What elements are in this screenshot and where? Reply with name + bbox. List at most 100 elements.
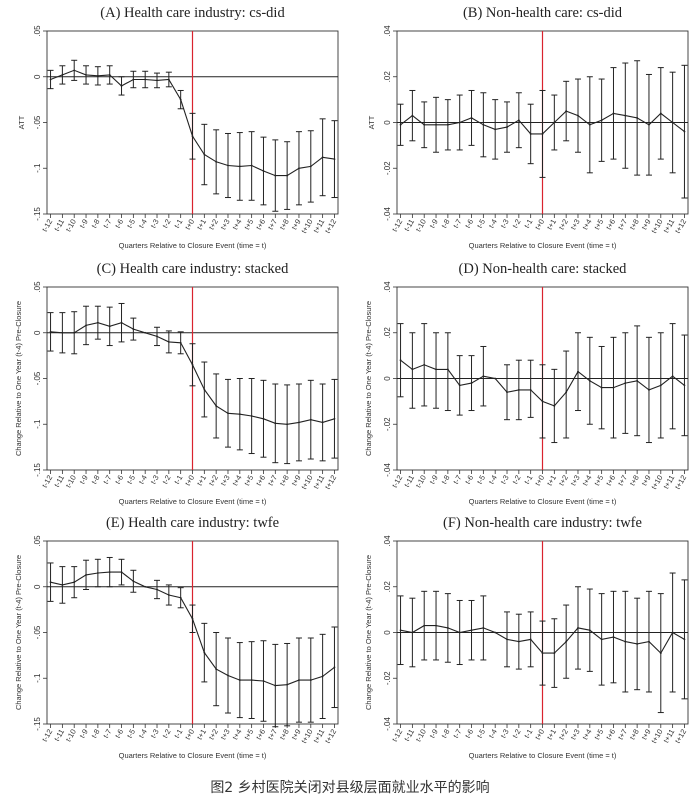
x-tick-label: t-9 [78, 474, 90, 486]
y-tick-label: -.1 [33, 419, 42, 429]
data-point [250, 679, 253, 681]
x-tick-label: t+12 [323, 474, 338, 491]
data-point [191, 363, 194, 366]
panel-b: (B) Non-health care: cs-did .04 .02 0 -.02 -.… [367, 5, 689, 250]
data-point [600, 119, 603, 122]
x-tick-label: t+0 [183, 728, 196, 742]
x-tick-label: t+10 [299, 218, 314, 235]
data-point [683, 130, 686, 133]
x-tick-label: t+4 [580, 474, 593, 488]
y-tick-label: .02 [383, 581, 392, 593]
y-tick-label: -.05 [33, 371, 42, 385]
x-tick-label: t-2 [510, 728, 522, 740]
x-tick-label: t+8 [628, 728, 641, 742]
data-point [541, 133, 544, 135]
panel-title: (A) Health care industry: cs-did [100, 5, 285, 21]
x-tick-label: t+12 [323, 218, 338, 235]
x-tick-label: t+0 [183, 474, 196, 488]
x-tick-label: t-3 [149, 474, 161, 486]
x-tick-label: t+1 [195, 218, 208, 232]
x-tick-label: t+7 [616, 218, 629, 232]
x-tick-label: t-12 [390, 728, 404, 744]
x-tick-label: t-8 [439, 474, 451, 486]
x-tick-label: t-11 [402, 474, 416, 489]
data-point [482, 627, 485, 629]
y-tick-label: -.1 [33, 673, 42, 683]
y-tick-label: 0 [33, 330, 42, 335]
y-tick-label: -.02 [383, 671, 392, 685]
data-point [636, 117, 639, 119]
data-point [482, 375, 485, 378]
y-tick-label: 0 [33, 74, 42, 79]
x-tick-label: t-5 [475, 474, 487, 486]
x-tick-label: t+7 [266, 474, 279, 488]
data-point [321, 675, 324, 678]
x-tick-label: t-10 [64, 218, 78, 234]
x-axis-label: Quarters Relative to Closure Event (time… [119, 497, 267, 506]
data-point [553, 121, 556, 124]
data-point [494, 128, 497, 131]
x-tick-label: t+1 [545, 728, 558, 742]
data-point [238, 165, 241, 168]
panel-f: (F) Non-health care industry: twfe .04 .02… [364, 515, 689, 760]
data-point [588, 123, 591, 126]
data-point [96, 572, 99, 574]
x-tick-label: t-8 [89, 218, 101, 230]
x-tick-label: t-12 [40, 728, 54, 744]
x-tick-label: t+2 [557, 218, 570, 232]
x-tick-label: t+12 [673, 728, 688, 745]
data-point [529, 133, 532, 135]
data-point [553, 652, 556, 654]
data-point [321, 156, 324, 159]
data-point [309, 418, 312, 421]
x-axis-label: Quarters Relative to Closure Event (time… [469, 497, 617, 506]
y-tick-label: -.1 [33, 163, 42, 173]
data-point [156, 79, 158, 82]
x-tick-label: t-4 [137, 218, 149, 230]
figure-caption: 图2 乡村医院关闭对县级层面就业水平的影响 [210, 780, 490, 796]
x-tick-label: t-5 [475, 218, 487, 230]
data-point [49, 581, 52, 584]
data-point [49, 78, 52, 81]
data-point [179, 98, 182, 101]
data-point [553, 405, 556, 407]
data-point [85, 74, 87, 76]
data-point [470, 382, 473, 384]
x-tick-label: t-1 [522, 218, 534, 230]
x-tick-label: t+7 [616, 474, 629, 488]
x-tick-label: t-2 [510, 218, 522, 230]
data-point [167, 78, 170, 81]
x-tick-label: t+4 [230, 218, 243, 232]
x-tick-label: t-11 [52, 474, 66, 489]
x-tick-label: t+6 [604, 218, 617, 232]
x-tick-label: t+10 [649, 218, 664, 235]
data-point [659, 384, 662, 387]
data-point [85, 573, 87, 576]
data-point [423, 363, 426, 366]
data-point [132, 78, 135, 81]
x-axis-label: Quarters Relative to Closure Event (time… [469, 751, 617, 760]
y-tick-label: -.15 [33, 463, 42, 477]
x-tick-label: t+6 [254, 474, 267, 488]
x-tick-label: t+5 [242, 728, 255, 742]
data-point [144, 585, 147, 588]
data-point [671, 121, 674, 124]
x-tick-label: t-8 [89, 474, 101, 486]
data-point [167, 341, 170, 343]
x-tick-label: t-8 [89, 728, 101, 740]
data-point [529, 389, 532, 391]
data-point [238, 679, 241, 681]
x-tick-label: t+8 [278, 474, 291, 488]
x-tick-label: t-11 [52, 218, 66, 233]
x-tick-label: t+6 [254, 728, 267, 742]
data-point [482, 123, 485, 126]
x-tick-label: t+0 [183, 218, 196, 232]
data-point [250, 415, 253, 417]
data-point [506, 126, 508, 128]
data-point [399, 359, 402, 362]
x-tick-label: t-9 [78, 218, 90, 230]
data-point [262, 680, 265, 682]
x-tick-label: t+6 [254, 218, 267, 232]
x-tick-label: t-3 [149, 728, 161, 740]
x-tick-label: t-1 [172, 474, 184, 486]
